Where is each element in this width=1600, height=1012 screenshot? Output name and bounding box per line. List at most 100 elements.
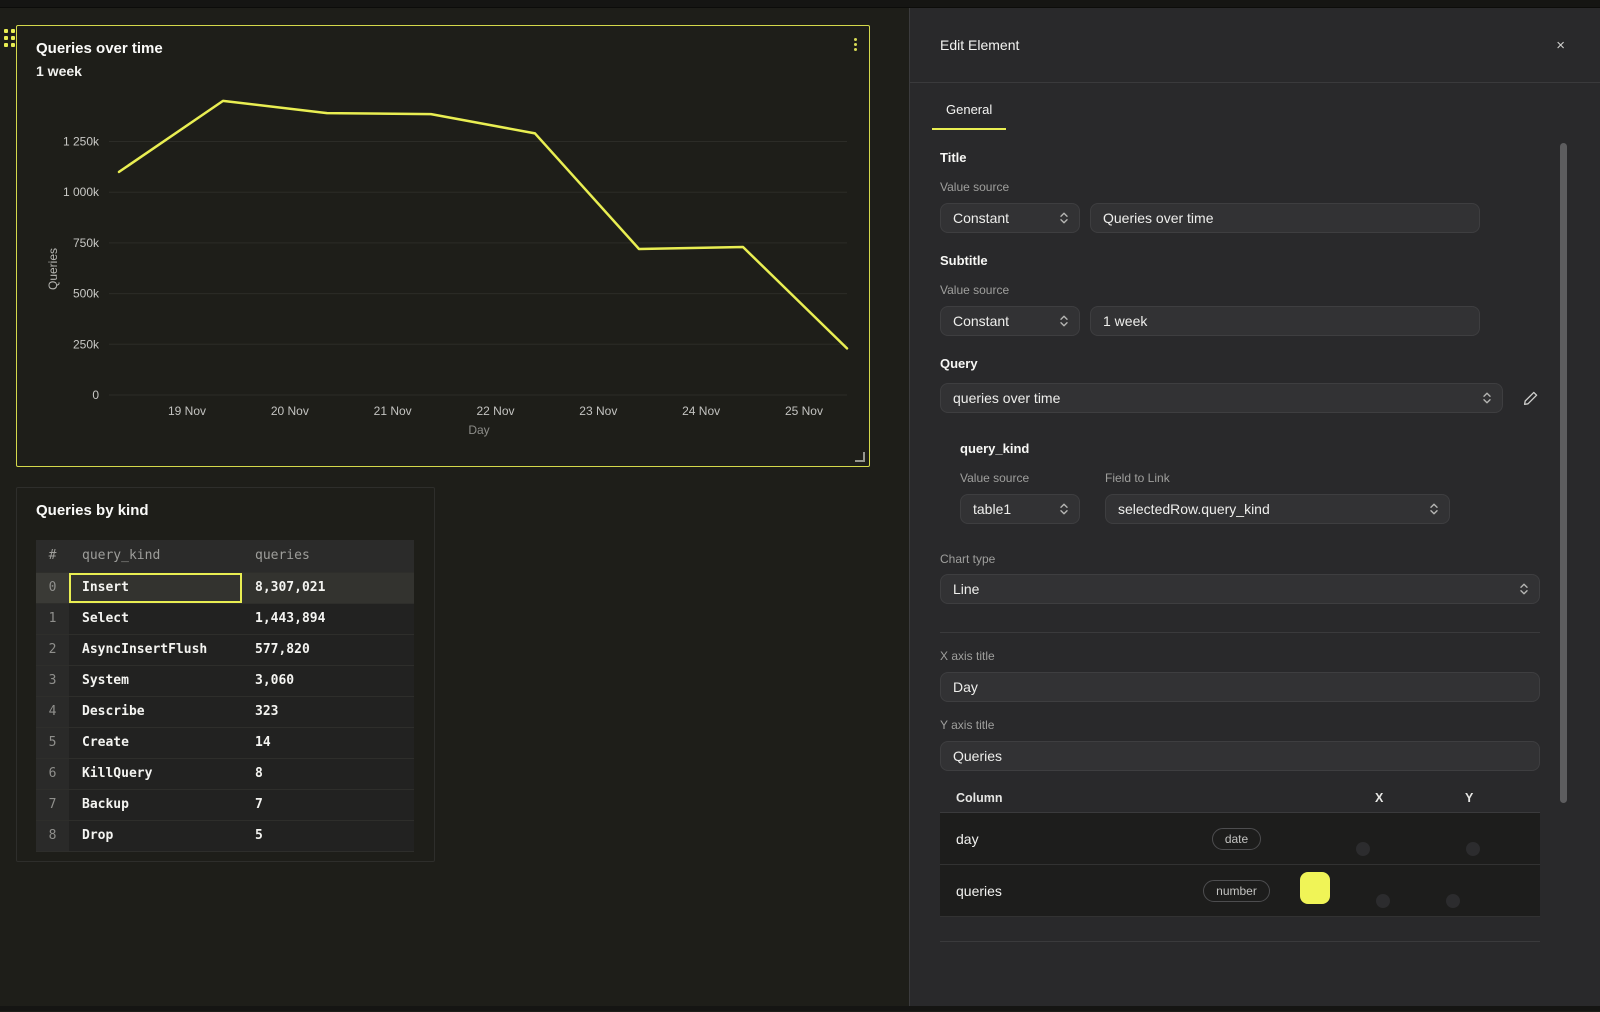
title-value-input[interactable] <box>1090 203 1480 233</box>
x-tick-label: 24 Nov <box>682 404 720 418</box>
panel-title: Edit Element <box>940 37 1020 53</box>
query-kind-cell[interactable]: Backup <box>69 789 242 821</box>
table-header-row: # query_kind queries <box>36 540 414 573</box>
queries-value-cell[interactable]: 323 <box>242 696 414 728</box>
y-tick-label: 0 <box>92 388 99 402</box>
pencil-icon[interactable] <box>1522 389 1540 407</box>
row-index-cell[interactable]: 4 <box>36 696 69 728</box>
table-card-title: Queries by kind <box>36 502 149 519</box>
query-kind-cell[interactable]: Describe <box>69 696 242 728</box>
query-kind-cell[interactable]: Select <box>69 603 242 635</box>
query-kind-cell[interactable]: System <box>69 665 242 697</box>
tab-general[interactable]: General <box>932 102 1007 130</box>
y-axis-title-input[interactable] <box>940 741 1540 771</box>
title-source-value: Constant <box>953 210 1010 226</box>
chart-title: Queries over time <box>36 40 163 57</box>
drag-handle-icon[interactable] <box>4 29 15 47</box>
chart-type-select[interactable]: Line <box>940 574 1540 604</box>
table-row[interactable]: 0 Insert 8,307,021 <box>36 572 414 604</box>
table-row[interactable]: 3 System 3,060 <box>36 665 414 697</box>
kebab-menu-icon[interactable] <box>848 38 862 58</box>
row-index-cell[interactable]: 0 <box>36 572 69 604</box>
close-icon[interactable]: × <box>1556 36 1565 54</box>
x-tick-label: 22 Nov <box>476 404 514 418</box>
chevron-updown-icon <box>1060 315 1068 327</box>
queries-value-cell[interactable]: 7 <box>242 789 414 821</box>
row-index-cell[interactable]: 3 <box>36 665 69 697</box>
table-row[interactable]: 4 Describe 323 <box>36 696 414 728</box>
panel-content: Title Value source Constant Subtitle Val… <box>910 150 1600 942</box>
y-tick-label: 1 000k <box>63 185 100 199</box>
subtitle-section-heading: Subtitle <box>940 253 988 268</box>
x-tick-label: 23 Nov <box>579 404 617 418</box>
column-type-badge: date <box>1211 827 1262 850</box>
x-tick-label: 21 Nov <box>374 404 412 418</box>
x-axis-title-input[interactable] <box>940 672 1540 702</box>
row-index-cell[interactable]: 1 <box>36 603 69 635</box>
row-index-cell[interactable]: 2 <box>36 634 69 666</box>
param-heading: query_kind <box>960 441 1030 456</box>
table-row[interactable]: 5 Create 14 <box>36 727 414 759</box>
table-column-header[interactable]: query_kind <box>69 540 242 573</box>
chart-subtitle: 1 week <box>36 63 82 79</box>
query-kind-cell[interactable]: Drop <box>69 820 242 852</box>
query-kind-cell[interactable]: Insert <box>69 572 242 604</box>
columns-mapping-table: Column X Y day date queries number <box>940 783 1540 917</box>
queries-value-cell[interactable]: 3,060 <box>242 665 414 697</box>
y-axis-title-label: Y axis title <box>940 718 995 732</box>
table-column-header[interactable]: queries <box>242 540 414 573</box>
table-row[interactable]: 7 Backup 7 <box>36 789 414 821</box>
column-header: Column <box>956 790 1003 805</box>
panel-tabs: General <box>910 83 1600 130</box>
title-source-select[interactable]: Constant <box>940 203 1080 233</box>
subtitle-source-value: Constant <box>953 313 1010 329</box>
y-tick-label: 250k <box>73 337 100 351</box>
param-field-select[interactable]: selectedRow.query_kind <box>1105 494 1450 524</box>
y-tick-label: 1 250k <box>63 135 100 149</box>
row-index-cell[interactable]: 7 <box>36 789 69 821</box>
divider <box>940 632 1540 633</box>
chart-type-value: Line <box>953 581 980 597</box>
param-source-select[interactable]: table1 <box>960 494 1080 524</box>
table-element-card[interactable]: Queries by kind # query_kind queries 0 Inse… <box>16 487 435 862</box>
columns-table-header: Column X Y <box>940 783 1540 813</box>
scrollbar-thumb[interactable] <box>1560 143 1567 803</box>
x-header: X <box>1375 790 1384 805</box>
table-row[interactable]: 2 AsyncInsertFlush 577,820 <box>36 634 414 666</box>
x-tick-label: 25 Nov <box>785 404 823 418</box>
chart-type-label: Chart type <box>940 552 996 566</box>
queries-value-cell[interactable]: 8 <box>242 758 414 790</box>
series-color-swatch[interactable] <box>1300 872 1330 904</box>
queries-value-cell[interactable]: 577,820 <box>242 634 414 666</box>
subtitle-value-input[interactable] <box>1090 306 1480 336</box>
queries-value-cell[interactable]: 1,443,894 <box>242 603 414 635</box>
chart-element-card[interactable]: Queries over time 1 week 1 250k 1 000k 750… <box>16 25 870 467</box>
query-kind-cell[interactable]: AsyncInsertFlush <box>69 634 242 666</box>
resize-handle[interactable] <box>855 452 865 462</box>
queries-value-cell[interactable]: 8,307,021 <box>242 572 414 604</box>
param-value-source-label: Value source <box>960 471 1030 485</box>
x-axis-title: Day <box>468 423 489 437</box>
y-header: Y <box>1465 790 1474 805</box>
panel-header: Edit Element × <box>910 8 1600 83</box>
table-column-header[interactable]: # <box>36 540 69 573</box>
title-section-heading: Title <box>940 150 967 165</box>
line-chart: 1 250k 1 000k 750k 500k 250k 0 19 Nov 20 Nov 21 … <box>46 99 849 437</box>
queries-value-cell[interactable]: 14 <box>242 727 414 759</box>
query-select[interactable]: queries over time <box>940 383 1503 413</box>
param-field-value: selectedRow.query_kind <box>1118 501 1270 517</box>
subtitle-source-select[interactable]: Constant <box>940 306 1080 336</box>
column-name: queries <box>956 882 1002 899</box>
row-index-cell[interactable]: 5 <box>36 727 69 759</box>
chart-line-series <box>117 99 849 350</box>
row-index-cell[interactable]: 8 <box>36 820 69 852</box>
queries-value-cell[interactable]: 5 <box>242 820 414 852</box>
table-row[interactable]: 1 Select 1,443,894 <box>36 603 414 635</box>
table-row[interactable]: 8 Drop 5 <box>36 820 414 852</box>
row-index-cell[interactable]: 6 <box>36 758 69 790</box>
param-field-to-link-label: Field to Link <box>1105 471 1170 485</box>
table-row[interactable]: 6 KillQuery 8 <box>36 758 414 790</box>
queries-by-kind-table: # query_kind queries 0 Insert 8,307,021 1 Sele… <box>36 540 414 852</box>
query-kind-cell[interactable]: KillQuery <box>69 758 242 790</box>
query-kind-cell[interactable]: Create <box>69 727 242 759</box>
